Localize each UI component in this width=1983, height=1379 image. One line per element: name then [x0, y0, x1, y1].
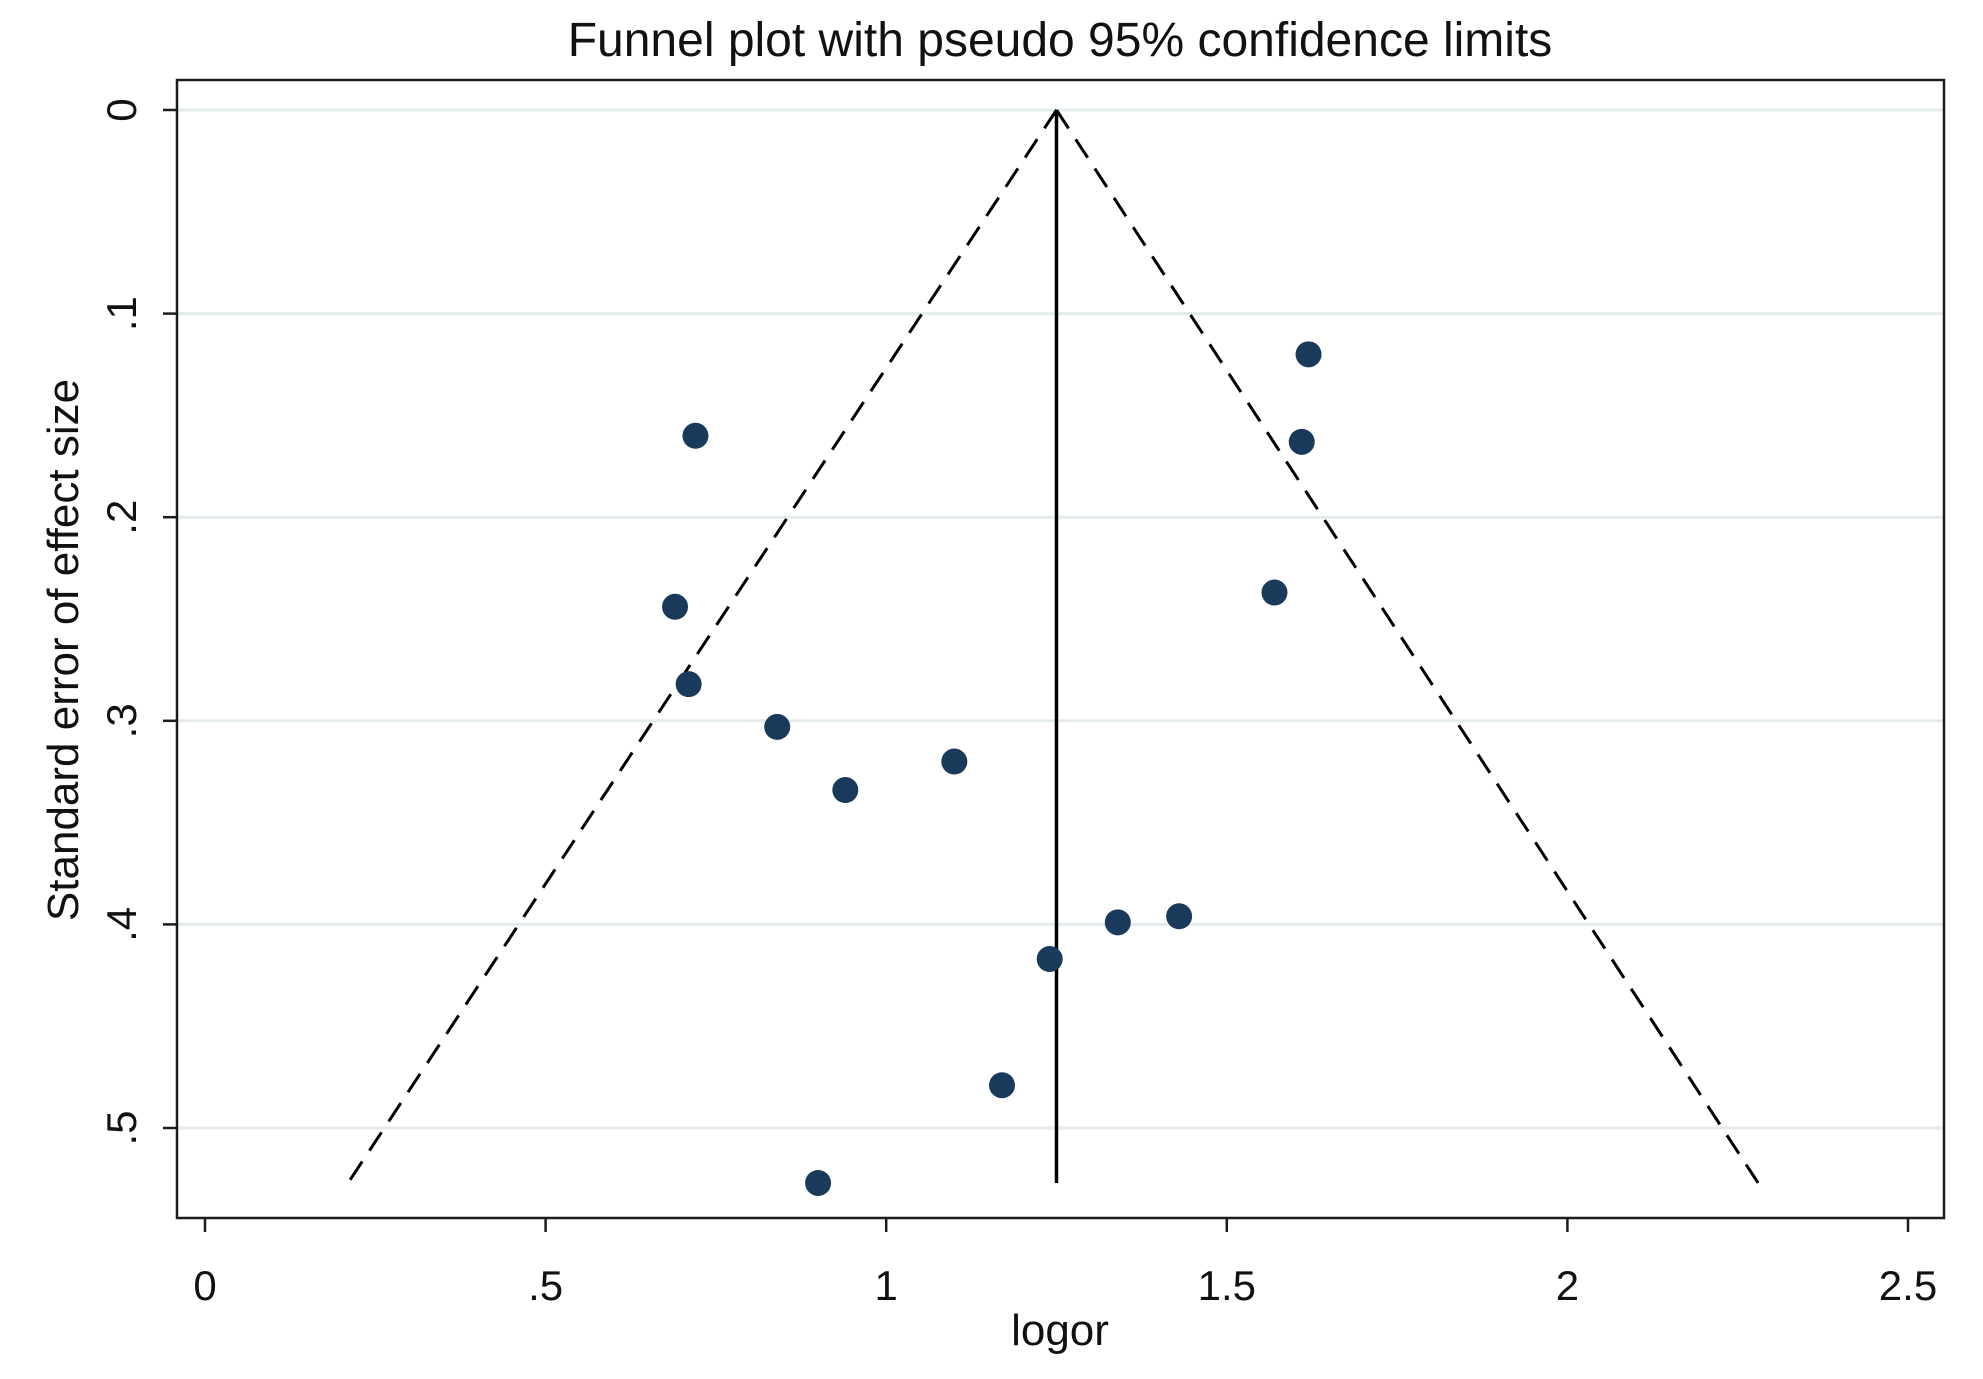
data-point [1288, 428, 1315, 455]
y-tick-label: .4 [98, 907, 145, 942]
data-point [682, 422, 709, 449]
x-tick-label: 1.5 [1198, 1262, 1256, 1309]
x-tick-label: .5 [528, 1262, 563, 1309]
lower-confidence-limit-line [346, 109, 1058, 1184]
data-point [941, 748, 968, 775]
data-point [989, 1072, 1016, 1099]
upper-confidence-limit-line [1055, 109, 1760, 1184]
y-tick-label: .1 [98, 296, 145, 331]
data-point [764, 713, 791, 740]
x-tick-label: 0 [193, 1262, 216, 1309]
data-point [805, 1169, 832, 1196]
y-tick-label: .3 [98, 703, 145, 738]
data-point [1261, 579, 1288, 606]
data-point [675, 671, 702, 698]
data-point [1104, 909, 1131, 936]
data-point [832, 777, 859, 804]
plot-area-frame [175, 78, 1946, 1220]
x-axis-label: logor [1011, 1306, 1109, 1355]
data-point [662, 593, 689, 620]
data-point [1166, 903, 1193, 930]
x-tick-label: 2.5 [1879, 1262, 1937, 1309]
funnel-lines [346, 109, 1760, 1184]
x-tick-label: 1 [875, 1262, 898, 1309]
x-tick-label: 2 [1556, 1262, 1579, 1309]
grid-lines [177, 108, 1944, 1130]
data-points [662, 341, 1322, 1196]
y-tick-label: .2 [98, 500, 145, 535]
axis-ticks: 0 .1 .2 .3 .4 .5 0 .5 1 1.5 2 2.5 [98, 98, 1937, 1309]
data-point [1036, 946, 1063, 973]
data-point [1295, 341, 1322, 368]
y-axis-label: Standard error of effect size [39, 379, 88, 921]
axes [175, 78, 1946, 1220]
y-tick-label: 0 [98, 98, 145, 121]
y-tick-label: .5 [98, 1110, 145, 1145]
chart-title: Funnel plot with pseudo 95% confidence l… [568, 14, 1553, 67]
